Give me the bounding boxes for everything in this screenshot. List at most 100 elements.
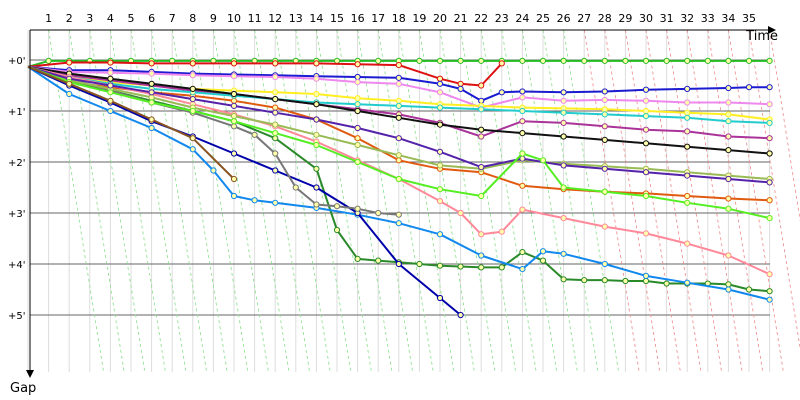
x-tick-label: 12 (268, 12, 282, 25)
x-tick-label: 34 (721, 12, 735, 25)
series-point (704, 57, 711, 64)
grid-layer (27, 29, 800, 373)
series-point (189, 107, 196, 115)
series-point (725, 147, 732, 154)
series-point (581, 277, 588, 284)
series-point (313, 90, 320, 98)
series-point (622, 57, 629, 64)
x-tick-label: 16 (351, 12, 365, 25)
series-point (457, 311, 464, 319)
x-tick-label: 32 (680, 12, 694, 25)
series-point (354, 107, 361, 115)
series-point (354, 79, 361, 86)
series-point (745, 286, 753, 293)
series-point (684, 109, 691, 116)
series-point (560, 133, 567, 140)
lap-guide-line (707, 29, 764, 373)
lap-guide-line (151, 29, 207, 373)
series-point (189, 60, 196, 67)
series-point (375, 57, 382, 64)
series-point (478, 106, 485, 113)
series-point (519, 118, 526, 125)
series-point (436, 104, 444, 111)
x-tick-label: 28 (598, 12, 612, 25)
series-point (313, 201, 320, 208)
series-point (272, 89, 279, 96)
series-point (230, 192, 238, 200)
lap-guide-line (666, 29, 722, 373)
lap-guide-line (460, 29, 516, 373)
series-point (395, 157, 402, 164)
series-point (725, 175, 732, 183)
series-point (395, 211, 402, 218)
series-point (230, 175, 238, 183)
x-tick-label: 1 (45, 12, 52, 25)
series-point (354, 101, 361, 108)
series-point (478, 192, 485, 200)
series-point (725, 118, 732, 125)
x-tick-label: 27 (577, 12, 591, 25)
series-point (498, 89, 505, 96)
series-point (272, 109, 279, 116)
series-point (560, 109, 567, 116)
series-point (148, 70, 155, 77)
lap-guide-line (171, 29, 228, 373)
x-axis-label: Time (745, 29, 778, 44)
series-point (601, 106, 608, 113)
x-tick-label: 7 (169, 12, 176, 25)
series-point (66, 59, 73, 66)
series-point (272, 104, 279, 111)
series-point (148, 94, 155, 101)
series-point (684, 279, 691, 286)
series-point (375, 209, 382, 217)
series-point (436, 148, 444, 155)
y-tick-label: +2' (8, 158, 26, 169)
series-point (436, 75, 444, 82)
series-point (354, 73, 361, 81)
series-point (313, 60, 320, 67)
lap-guide-line (110, 29, 166, 373)
lap-guide-line (377, 29, 434, 373)
series-point (642, 97, 650, 104)
series-point (313, 184, 320, 191)
series-point (478, 264, 485, 271)
series-point (581, 57, 588, 64)
series-point (395, 102, 402, 110)
series-point (766, 135, 773, 142)
lap-guide-line (336, 29, 393, 373)
series-point (148, 124, 155, 132)
series-point (684, 192, 691, 200)
series-point (272, 121, 279, 128)
series-point (642, 140, 650, 147)
x-tick-label: 20 (433, 12, 447, 25)
series-point (601, 188, 608, 195)
y-tick-label: +4' (8, 260, 26, 271)
series-point (189, 72, 196, 79)
series-point (148, 116, 155, 123)
lap-guide-line (480, 29, 537, 373)
series-point (745, 84, 753, 91)
axis-layer: 1 2 3 4 5 6 7 8 9 10 11 12 13 14 15 16 17 18 19 20 21 22 23 24 2… (8, 12, 778, 396)
series-point (272, 135, 279, 142)
series-point (684, 57, 691, 64)
series-point (725, 205, 732, 212)
series-point (457, 85, 464, 93)
x-tick-label: 9 (210, 12, 217, 25)
series-point (395, 80, 402, 87)
series-point (230, 60, 238, 67)
series-point (354, 95, 361, 102)
series-point (560, 215, 567, 222)
x-tick-label: 24 (515, 12, 529, 25)
series-point (498, 264, 505, 271)
series-point (107, 59, 114, 66)
series-point (642, 230, 650, 237)
series-point (272, 96, 279, 103)
series-point (436, 80, 444, 87)
series-point (519, 88, 526, 95)
lap-guide-line (748, 29, 800, 350)
series-point (189, 96, 196, 103)
series-point (725, 286, 732, 293)
series-point (642, 107, 650, 115)
series-point (601, 57, 608, 64)
